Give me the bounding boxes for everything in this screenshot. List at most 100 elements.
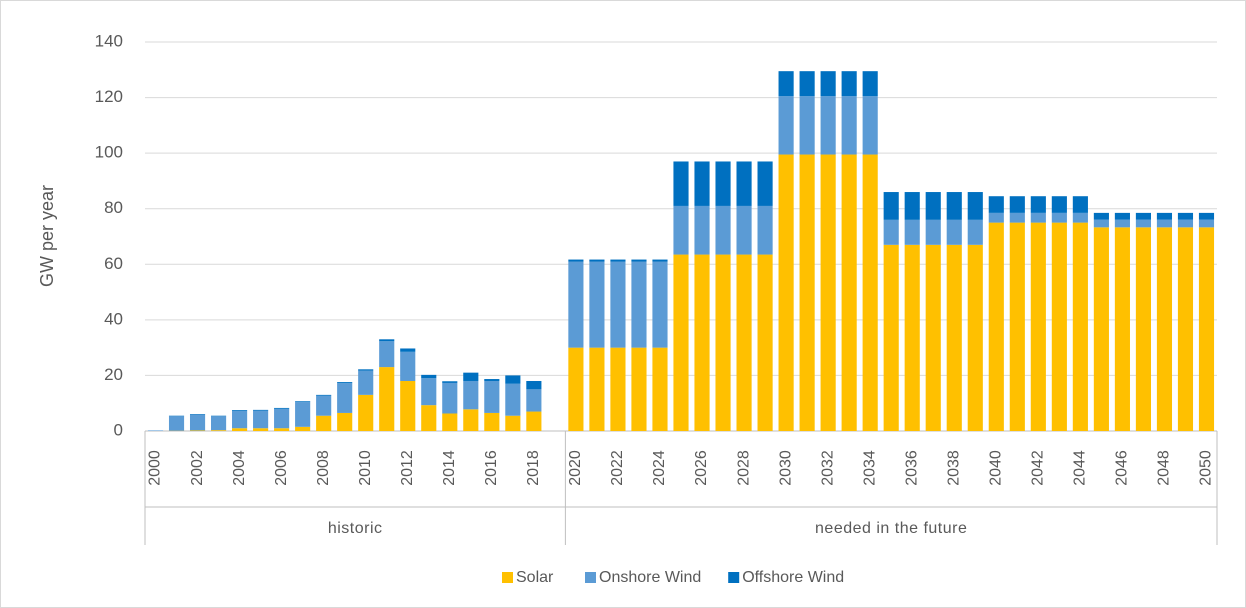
bar-segment (316, 395, 332, 416)
bar-segment (610, 259, 626, 262)
x-tick-label: 2046 (1114, 450, 1131, 486)
x-tick-label: 2028 (735, 450, 752, 486)
bar-segment (757, 254, 773, 431)
bar-segment (168, 416, 185, 431)
x-tick-label: 2004 (231, 450, 248, 486)
bar-segment (526, 380, 542, 390)
bar-segment (1177, 212, 1194, 220)
y-tick-label: 120 (95, 87, 123, 106)
bar-segment (1114, 219, 1130, 228)
bar-segment (736, 161, 752, 206)
bar-segment (883, 244, 899, 431)
bar-segment (463, 409, 479, 431)
bar-segment (904, 244, 920, 431)
bar-segment (1009, 212, 1025, 223)
x-tick-label: 2038 (945, 450, 962, 486)
bar-segment (1114, 227, 1130, 431)
bar-segment (568, 347, 584, 431)
bar-segment (379, 367, 395, 431)
bar-segment (694, 205, 710, 255)
bar-segment (694, 161, 710, 206)
bar-segment (189, 430, 206, 431)
y-tick-label: 140 (95, 31, 123, 50)
bar-segment (589, 261, 605, 348)
bar-segment (1093, 219, 1109, 228)
bar-segment (379, 339, 395, 342)
bar-segment (778, 96, 794, 155)
bar-segment (400, 348, 416, 352)
group-label: historic (328, 520, 383, 537)
bar-segment (757, 161, 773, 206)
bar-segment (400, 380, 416, 431)
x-tick-label: 2012 (399, 450, 416, 486)
bar-segment (883, 192, 899, 220)
bar-segment (820, 96, 836, 155)
x-tick-label: 2014 (441, 450, 458, 486)
bar-segment (946, 244, 962, 431)
x-tick-label: 2022 (609, 450, 626, 486)
x-tick-label: 2000 (147, 450, 164, 486)
bar-segment (967, 192, 983, 220)
bar-segment (1072, 196, 1088, 213)
bar-segment (442, 381, 458, 383)
bar-segment (1072, 212, 1088, 223)
bar-segment (253, 410, 269, 429)
bar-segment (988, 212, 1004, 223)
bar-segment (610, 261, 626, 348)
bar-segment (1156, 219, 1173, 228)
bar-segment (168, 415, 185, 417)
y-tick-label: 0 (114, 420, 123, 439)
bar-segment (253, 428, 269, 431)
bar-segment (715, 205, 731, 255)
bar-segment (841, 154, 857, 431)
bar-segment (694, 254, 710, 431)
bar-segment (946, 192, 962, 220)
x-tick-label: 2002 (189, 450, 206, 486)
y-tick-label: 60 (104, 254, 123, 273)
bar-segment (799, 96, 815, 155)
y-tick-label: 20 (104, 365, 123, 384)
bar-segment (925, 192, 941, 220)
bar-segment (841, 96, 857, 155)
bar-segment (1072, 222, 1088, 431)
bar-segment (589, 259, 605, 262)
bar-segment (820, 71, 836, 97)
legend-swatch (585, 572, 596, 583)
bar-segment (1051, 212, 1067, 223)
bar-segment (988, 196, 1004, 213)
bar-segment (652, 259, 668, 262)
bar-segment (232, 428, 248, 431)
legend-label: Onshore Wind (599, 569, 701, 586)
y-tick-label: 100 (95, 143, 123, 162)
bar-segment (631, 261, 647, 348)
bar-segment (358, 370, 374, 395)
group-label: needed in the future (815, 520, 967, 537)
bar-segment (1051, 222, 1067, 431)
bar-segment (232, 410, 248, 411)
x-tick-label: 2050 (1198, 450, 1215, 486)
bar-segment (484, 380, 500, 413)
bar-segment (1177, 227, 1194, 431)
x-tick-label: 2044 (1072, 450, 1089, 486)
x-tick-label: 2006 (273, 450, 290, 486)
bar-segment (421, 405, 437, 431)
bar-segment (463, 380, 479, 410)
bar-segment (274, 407, 290, 409)
bar-segment (505, 383, 521, 416)
x-tick-label: 2010 (357, 450, 374, 486)
x-tick-label: 2048 (1156, 450, 1173, 486)
bar-segment (295, 426, 311, 431)
bar-segment (379, 341, 395, 368)
legend-label: Solar (516, 569, 554, 586)
bar-segment (631, 347, 647, 431)
bar-segment (967, 244, 983, 431)
bar-segment (946, 219, 962, 245)
bar-segment (316, 394, 332, 396)
legend-swatch (728, 572, 740, 583)
bar-segment (715, 161, 731, 206)
x-tick-label: 2032 (819, 450, 836, 486)
bar-segment (337, 383, 353, 413)
bar-segment (253, 409, 269, 411)
bar-segment (925, 244, 941, 431)
